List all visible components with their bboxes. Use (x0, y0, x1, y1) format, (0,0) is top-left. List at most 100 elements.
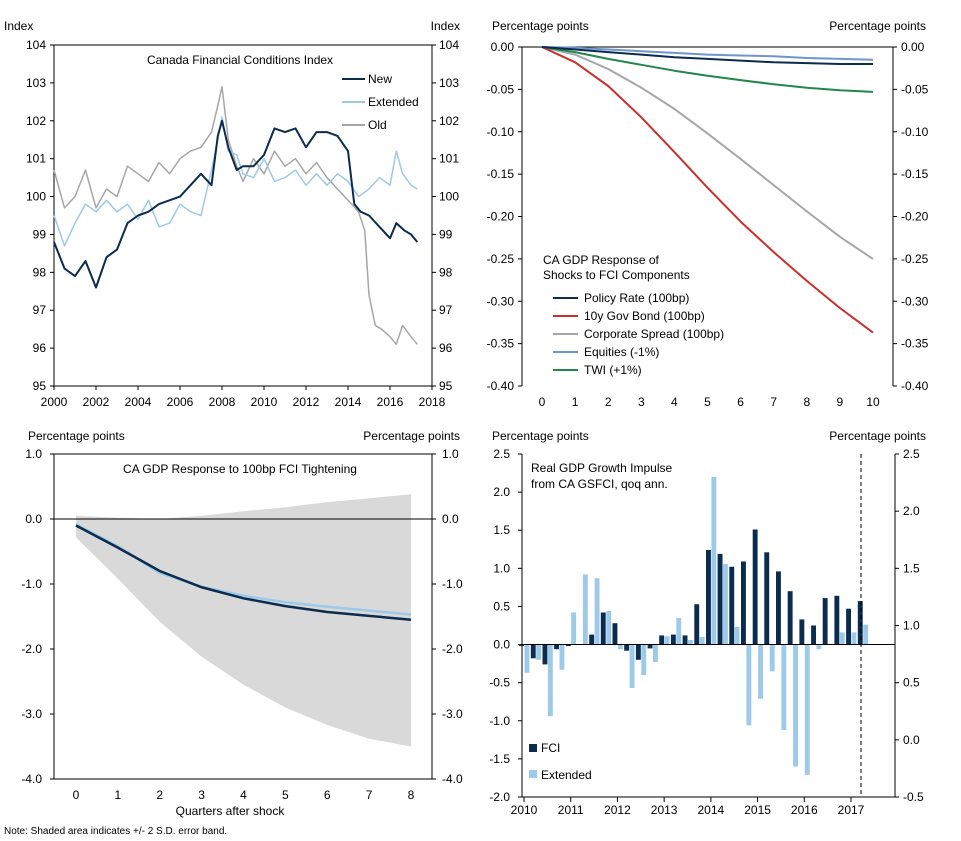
y-tick-label-right: 104 (439, 38, 459, 52)
bar-extended (734, 627, 740, 645)
bar-extended (793, 644, 798, 767)
bar-extended (629, 644, 635, 688)
impulse-title-line1: Real GDP Growth Impulse (531, 461, 672, 475)
x-tick-label: 2004 (125, 395, 152, 409)
bar-extended (711, 476, 717, 645)
bar-extended (676, 617, 682, 645)
bar-fci (670, 634, 676, 645)
legend-label-fci: FCI (541, 741, 560, 755)
y-tick-label-left: -1.0 (21, 577, 42, 591)
bar-extended (571, 612, 577, 645)
x-tick-label: 5 (282, 788, 289, 802)
bar-extended (582, 574, 588, 645)
y-tick-label-right: 2.0 (903, 504, 920, 518)
y-tick-label-left: 0.0 (493, 638, 510, 652)
bar-fci (857, 601, 863, 645)
y-tick-label-right: -0.20 (901, 210, 929, 224)
x-tick-label: 2 (605, 395, 612, 409)
x-tick-label: 5 (704, 395, 711, 409)
y-tick-label-right: 95 (439, 379, 453, 393)
impulse-title-line2: from CA GSFCI, qoq ann. (531, 477, 668, 491)
x-tick-label: 8 (803, 395, 810, 409)
bar-extended (524, 644, 530, 673)
error-band (76, 494, 411, 747)
y-tick-label-left: 96 (33, 341, 47, 355)
series-line-3 (541, 46, 874, 61)
bar-fci (729, 566, 735, 645)
components-title-line2: Shocks to FCI Components (543, 268, 690, 282)
legend-label-equities: Equities (-1%) (584, 345, 659, 359)
y-tick-label-left: 0.00 (491, 40, 515, 54)
y-tick-label-right: 102 (439, 114, 459, 128)
series-line-1 (541, 46, 874, 334)
x-tick-label: 2015 (744, 803, 771, 817)
impulse-right-ylabel: Percentage points (829, 429, 926, 443)
bar-extended (863, 624, 869, 645)
x-tick-label: 4 (240, 788, 247, 802)
x-tick-label: 1 (115, 788, 122, 802)
y-tick-label-right: 0.00 (901, 40, 925, 54)
series-line-extended (53, 116, 418, 247)
bar-extended (723, 563, 728, 645)
x-tick-label: 3 (198, 788, 205, 802)
y-tick-label-left: -0.20 (487, 210, 515, 224)
x-tick-label: 8 (408, 788, 415, 802)
components-legend: Policy Rate (100bp) 10y Gov Bond (100bp)… (553, 291, 724, 377)
bar-extended (617, 644, 623, 650)
y-tick-label-left: 1.0 (493, 561, 510, 575)
bar-extended (664, 636, 670, 645)
y-tick-label-left: 99 (33, 227, 47, 241)
legend-label-twi: TWI (+1%) (584, 363, 642, 377)
y-tick-label-right: -2.0 (442, 642, 463, 656)
y-tick-label-right: 2.5 (903, 447, 920, 461)
x-tick-label: 2018 (419, 395, 446, 409)
x-tick-label: 2002 (83, 395, 110, 409)
x-tick-label: 2 (156, 788, 163, 802)
y-tick-label-left: 101 (26, 152, 46, 166)
y-tick-label-right: -0.35 (901, 337, 929, 351)
y-tick-label-left: -3.0 (21, 707, 42, 721)
y-tick-label-right: 96 (439, 341, 453, 355)
y-tick-label-left: 97 (33, 303, 47, 317)
x-tick-label: 6 (324, 788, 331, 802)
bar-fci (811, 625, 816, 645)
bar-fci (752, 529, 758, 645)
legend-label-corporate-spread: Corporate Spread (100bp) (584, 327, 724, 341)
series-line-old (53, 85, 418, 346)
y-tick-label-right: 103 (439, 76, 459, 90)
x-tick-label: 6 (737, 395, 744, 409)
fci-index-panel: Index Index Canada Financial Conditions … (4, 19, 460, 409)
bar-fci (822, 598, 828, 645)
bar-extended (559, 644, 565, 670)
legend-swatch-fci (529, 744, 537, 752)
impulse-panel: Percentage points Percentage points Real… (489, 429, 926, 817)
x-tick-label: 2012 (604, 803, 631, 817)
series-line-new (53, 119, 419, 289)
bar-extended (641, 644, 647, 676)
impulse-legend: FCI Extended (529, 741, 592, 782)
tightening-left-ylabel: Percentage points (28, 429, 125, 443)
y-tick-label-right: -1.0 (442, 577, 463, 591)
y-tick-label-right: -0.5 (903, 790, 924, 804)
legend-label-extended-bars: Extended (541, 768, 592, 782)
bar-extended (781, 644, 787, 730)
series-line-4 (541, 46, 874, 93)
y-tick-label-left: 95 (33, 379, 47, 393)
bar-extended (839, 632, 845, 645)
bar-extended (653, 644, 658, 663)
y-tick-label-left: 0.0 (25, 512, 42, 526)
bar-fci (694, 604, 700, 645)
bar-fci (741, 561, 746, 645)
x-tick-label: 2000 (41, 395, 68, 409)
x-tick-label: 2011 (558, 803, 584, 817)
legend-label-extended: Extended (368, 95, 419, 109)
components-right-ylabel: Percentage points (829, 19, 926, 33)
bar-fci (659, 635, 665, 645)
legend-label-new: New (368, 72, 392, 86)
y-tick-label-left: 0.5 (493, 599, 510, 613)
y-tick-label-left: -2.0 (21, 642, 42, 656)
bar-extended (851, 632, 857, 645)
x-tick-label: 2010 (251, 395, 278, 409)
y-tick-label-right: 101 (439, 152, 459, 166)
bar-extended (547, 644, 553, 717)
